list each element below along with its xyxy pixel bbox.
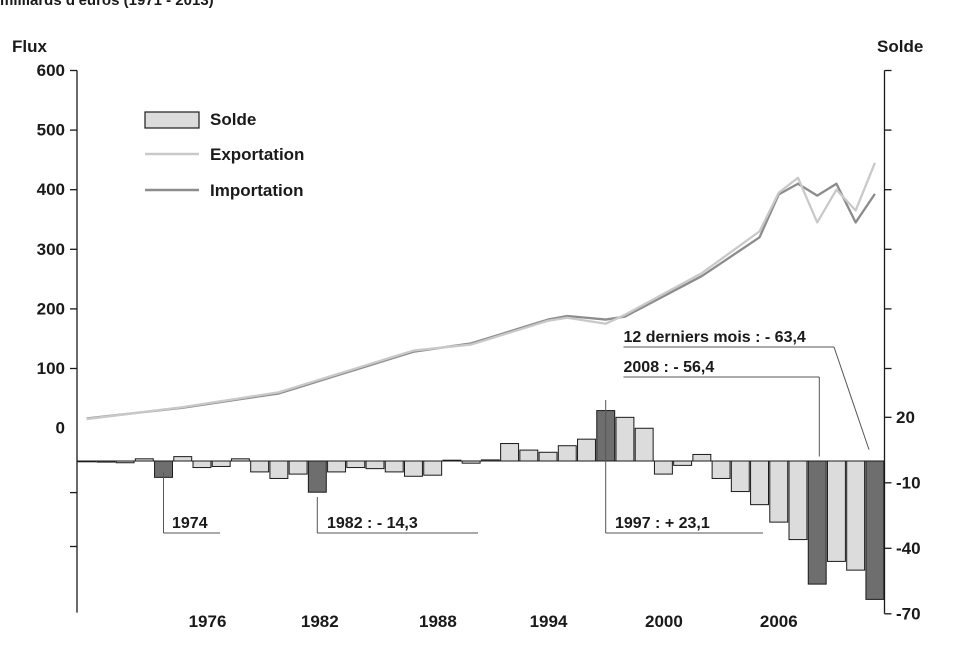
svg-text:300: 300 [37,240,65,259]
svg-text:0: 0 [56,419,65,438]
svg-text:100: 100 [37,359,65,378]
svg-text:1974: 1974 [172,515,208,532]
svg-text:milliards d'euros (1971 - 2013: milliards d'euros (1971 - 2013) [0,0,214,9]
svg-text:500: 500 [37,121,65,140]
svg-text:Solde: Solde [877,37,923,56]
svg-text:600: 600 [37,61,65,80]
svg-text:1982 : - 14,3: 1982 : - 14,3 [327,515,418,532]
svg-text:1997 : + 23,1: 1997 : + 23,1 [615,515,710,532]
svg-text:1976: 1976 [189,612,227,631]
svg-text:Solde: Solde [210,110,256,129]
svg-text:-10: -10 [896,473,921,492]
svg-text:Exportation: Exportation [210,145,304,164]
svg-text:2000: 2000 [645,612,683,631]
svg-text:400: 400 [37,180,65,199]
svg-text:1988: 1988 [419,612,457,631]
svg-text:1994: 1994 [530,612,568,631]
svg-text:-40: -40 [896,539,921,558]
svg-text:200: 200 [37,299,65,318]
svg-text:12 derniers mois : - 63,4: 12 derniers mois : - 63,4 [624,329,806,346]
svg-text:2008 : - 56,4: 2008 : - 56,4 [624,359,715,376]
svg-text:2006: 2006 [760,612,798,631]
svg-text:Flux: Flux [12,37,47,56]
svg-text:Importation: Importation [210,181,304,200]
svg-text:-70: -70 [896,604,921,623]
svg-text:20: 20 [896,408,915,427]
svg-text:1982: 1982 [301,612,339,631]
